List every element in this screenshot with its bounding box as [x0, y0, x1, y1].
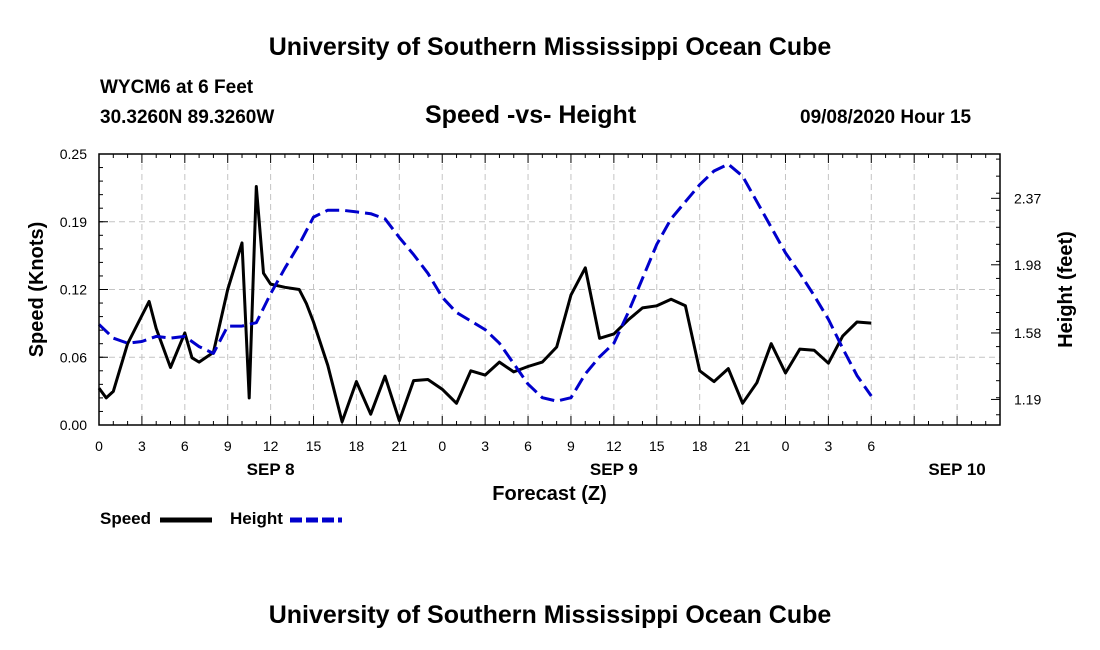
x-tick-label: 3 — [824, 438, 832, 454]
x-tick-label: 6 — [867, 438, 875, 454]
y2-tick-label: 1.58 — [1014, 325, 1041, 341]
x-tick-label: 3 — [481, 438, 489, 454]
date-label: SEP 8 — [247, 460, 295, 479]
y-tick-label: 0.00 — [60, 417, 87, 433]
station-label: WYCM6 at 6 Feet — [100, 77, 254, 98]
x-tick-label: 18 — [692, 438, 708, 454]
legend-height-swatch — [290, 517, 342, 523]
x-tick-label: 9 — [224, 438, 232, 454]
x-tick-label: 21 — [735, 438, 751, 454]
x-tick-label: 12 — [263, 438, 279, 454]
chart-grid — [99, 154, 1000, 425]
x-tick-label: 6 — [181, 438, 189, 454]
series-speed-line — [97, 185, 872, 424]
x-tick-label: 15 — [306, 438, 322, 454]
x-tick-label: 3 — [138, 438, 146, 454]
y2-tick-label: 1.98 — [1014, 257, 1041, 273]
x-tick-label: 0 — [782, 438, 790, 454]
x-tick-label: 21 — [392, 438, 408, 454]
x-tick-label: 18 — [349, 438, 365, 454]
axis-labels: 0 3 6 9 12 15 18 21 0 3 6 9 12 15 18 21 0 3 6 SEP 8 SEP 9 SEP… — [60, 146, 1042, 479]
series-height-line — [97, 162, 873, 403]
x-axis-title: Forecast (Z) — [492, 483, 606, 505]
y-axis-title: Speed (Knots) — [26, 222, 48, 358]
chart-title: University of Southern Mississippi Ocean… — [268, 33, 832, 61]
footer-title: University of Southern Mississippi Ocean… — [268, 601, 832, 629]
x-tick-label: 12 — [606, 438, 622, 454]
x-tick-label: 6 — [524, 438, 532, 454]
y-tick-label: 0.19 — [60, 214, 87, 230]
date-label: SEP 10 — [928, 460, 985, 479]
speed-height-chart: 0 3 6 9 12 15 18 21 0 3 6 9 12 15 18 21 0 3 6 SEP 8 SEP 9 SEP… — [26, 146, 1077, 505]
y-tick-label: 0.06 — [60, 349, 87, 365]
coordinates-label: 30.3260N 89.3260W — [100, 107, 275, 128]
date-label: SEP 9 — [590, 460, 638, 479]
datetime-label: 09/08/2020 Hour 15 — [800, 107, 972, 128]
plot-frame — [98, 153, 1001, 426]
y-tick-label: 0.25 — [60, 146, 87, 162]
legend-speed-swatch — [160, 517, 212, 523]
series-layer — [97, 162, 873, 424]
x-tick-label: 9 — [567, 438, 575, 454]
y2-axis-title: Height (feet) — [1055, 231, 1077, 348]
x-tick-label: 0 — [95, 438, 103, 454]
y-tick-label: 0.12 — [60, 282, 87, 298]
y2-tick-label: 2.37 — [1014, 190, 1041, 206]
legend-speed-label: Speed — [100, 509, 152, 528]
chart-subtitle: Speed -vs- Height — [425, 101, 637, 129]
x-tick-label: 15 — [649, 438, 665, 454]
legend-height-label: Height — [230, 509, 283, 528]
x-tick-label: 0 — [438, 438, 446, 454]
y2-tick-label: 1.19 — [1014, 391, 1041, 407]
